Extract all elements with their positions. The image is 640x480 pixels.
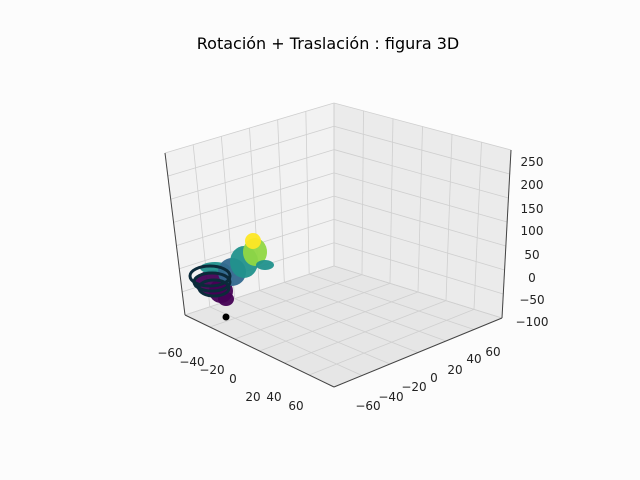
x-tick-label: 60 xyxy=(288,399,303,413)
x-tick-label: −60 xyxy=(157,346,182,360)
z-tick-label: 50 xyxy=(524,248,539,262)
x-tick-label: 40 xyxy=(266,390,281,404)
grid-line xyxy=(333,172,508,223)
grid-line xyxy=(333,242,504,295)
y-tick-label: 20 xyxy=(447,363,462,377)
y-tick-label: 60 xyxy=(485,345,500,359)
figure-coil xyxy=(197,278,231,298)
z-tick-label: −50 xyxy=(519,293,544,307)
grid-line xyxy=(167,125,335,177)
grid-line xyxy=(184,265,335,316)
z-tick-label: 150 xyxy=(521,202,544,216)
x-tick-label: −40 xyxy=(179,355,204,369)
y-tick-label: −60 xyxy=(355,399,380,413)
grid-line xyxy=(333,149,509,199)
grid-line xyxy=(333,219,505,271)
grid-line xyxy=(361,110,364,275)
grid-line xyxy=(473,142,482,310)
x-tick-label: 0 xyxy=(229,372,237,386)
grid-line xyxy=(333,265,503,319)
z-tick-label: 100 xyxy=(521,224,544,238)
grid-line xyxy=(173,172,335,223)
z-tick-label: 250 xyxy=(521,155,544,169)
grid-line xyxy=(445,134,453,301)
grid-line xyxy=(305,111,310,275)
y-tick-label: −40 xyxy=(378,390,403,404)
y-tick-label: 0 xyxy=(430,371,438,385)
y-tick-label: 40 xyxy=(466,352,481,366)
figure-side-fin xyxy=(256,260,274,270)
grid-line xyxy=(309,273,475,330)
figure-coil xyxy=(192,271,232,293)
figure-coil xyxy=(188,264,232,288)
y-tick-label: −20 xyxy=(401,380,426,394)
axis-lines xyxy=(164,149,512,388)
3d-figure-surface xyxy=(188,233,274,306)
grid-line xyxy=(176,195,335,246)
axes-panes xyxy=(165,103,511,387)
grid-line xyxy=(333,102,512,151)
grid-line xyxy=(277,119,285,283)
z-tick-labels: −100 −50 0 50 100 150 200 250 xyxy=(516,155,549,329)
z-tick-label: 200 xyxy=(521,178,544,192)
chart-title: Rotación + Traslación : figura 3D xyxy=(197,34,459,53)
grid-line xyxy=(389,118,394,284)
figure-top-tip xyxy=(245,233,261,249)
grid-line xyxy=(170,149,335,200)
grid-line xyxy=(333,195,506,247)
y-tick-labels: −60−40−20 0 20 40 60 xyxy=(355,345,500,413)
grid-line xyxy=(417,126,423,293)
x-tick-labels: −60−40−20 0 20 40 60 xyxy=(157,346,303,413)
grid-line xyxy=(333,125,510,175)
z-tick-label: 0 xyxy=(528,271,536,285)
x-tick-label: −20 xyxy=(199,363,224,377)
x-tick-label: 20 xyxy=(245,390,260,404)
z-tick-label: −100 xyxy=(516,315,549,329)
grid-line xyxy=(164,102,335,154)
origin-marker xyxy=(222,313,230,321)
